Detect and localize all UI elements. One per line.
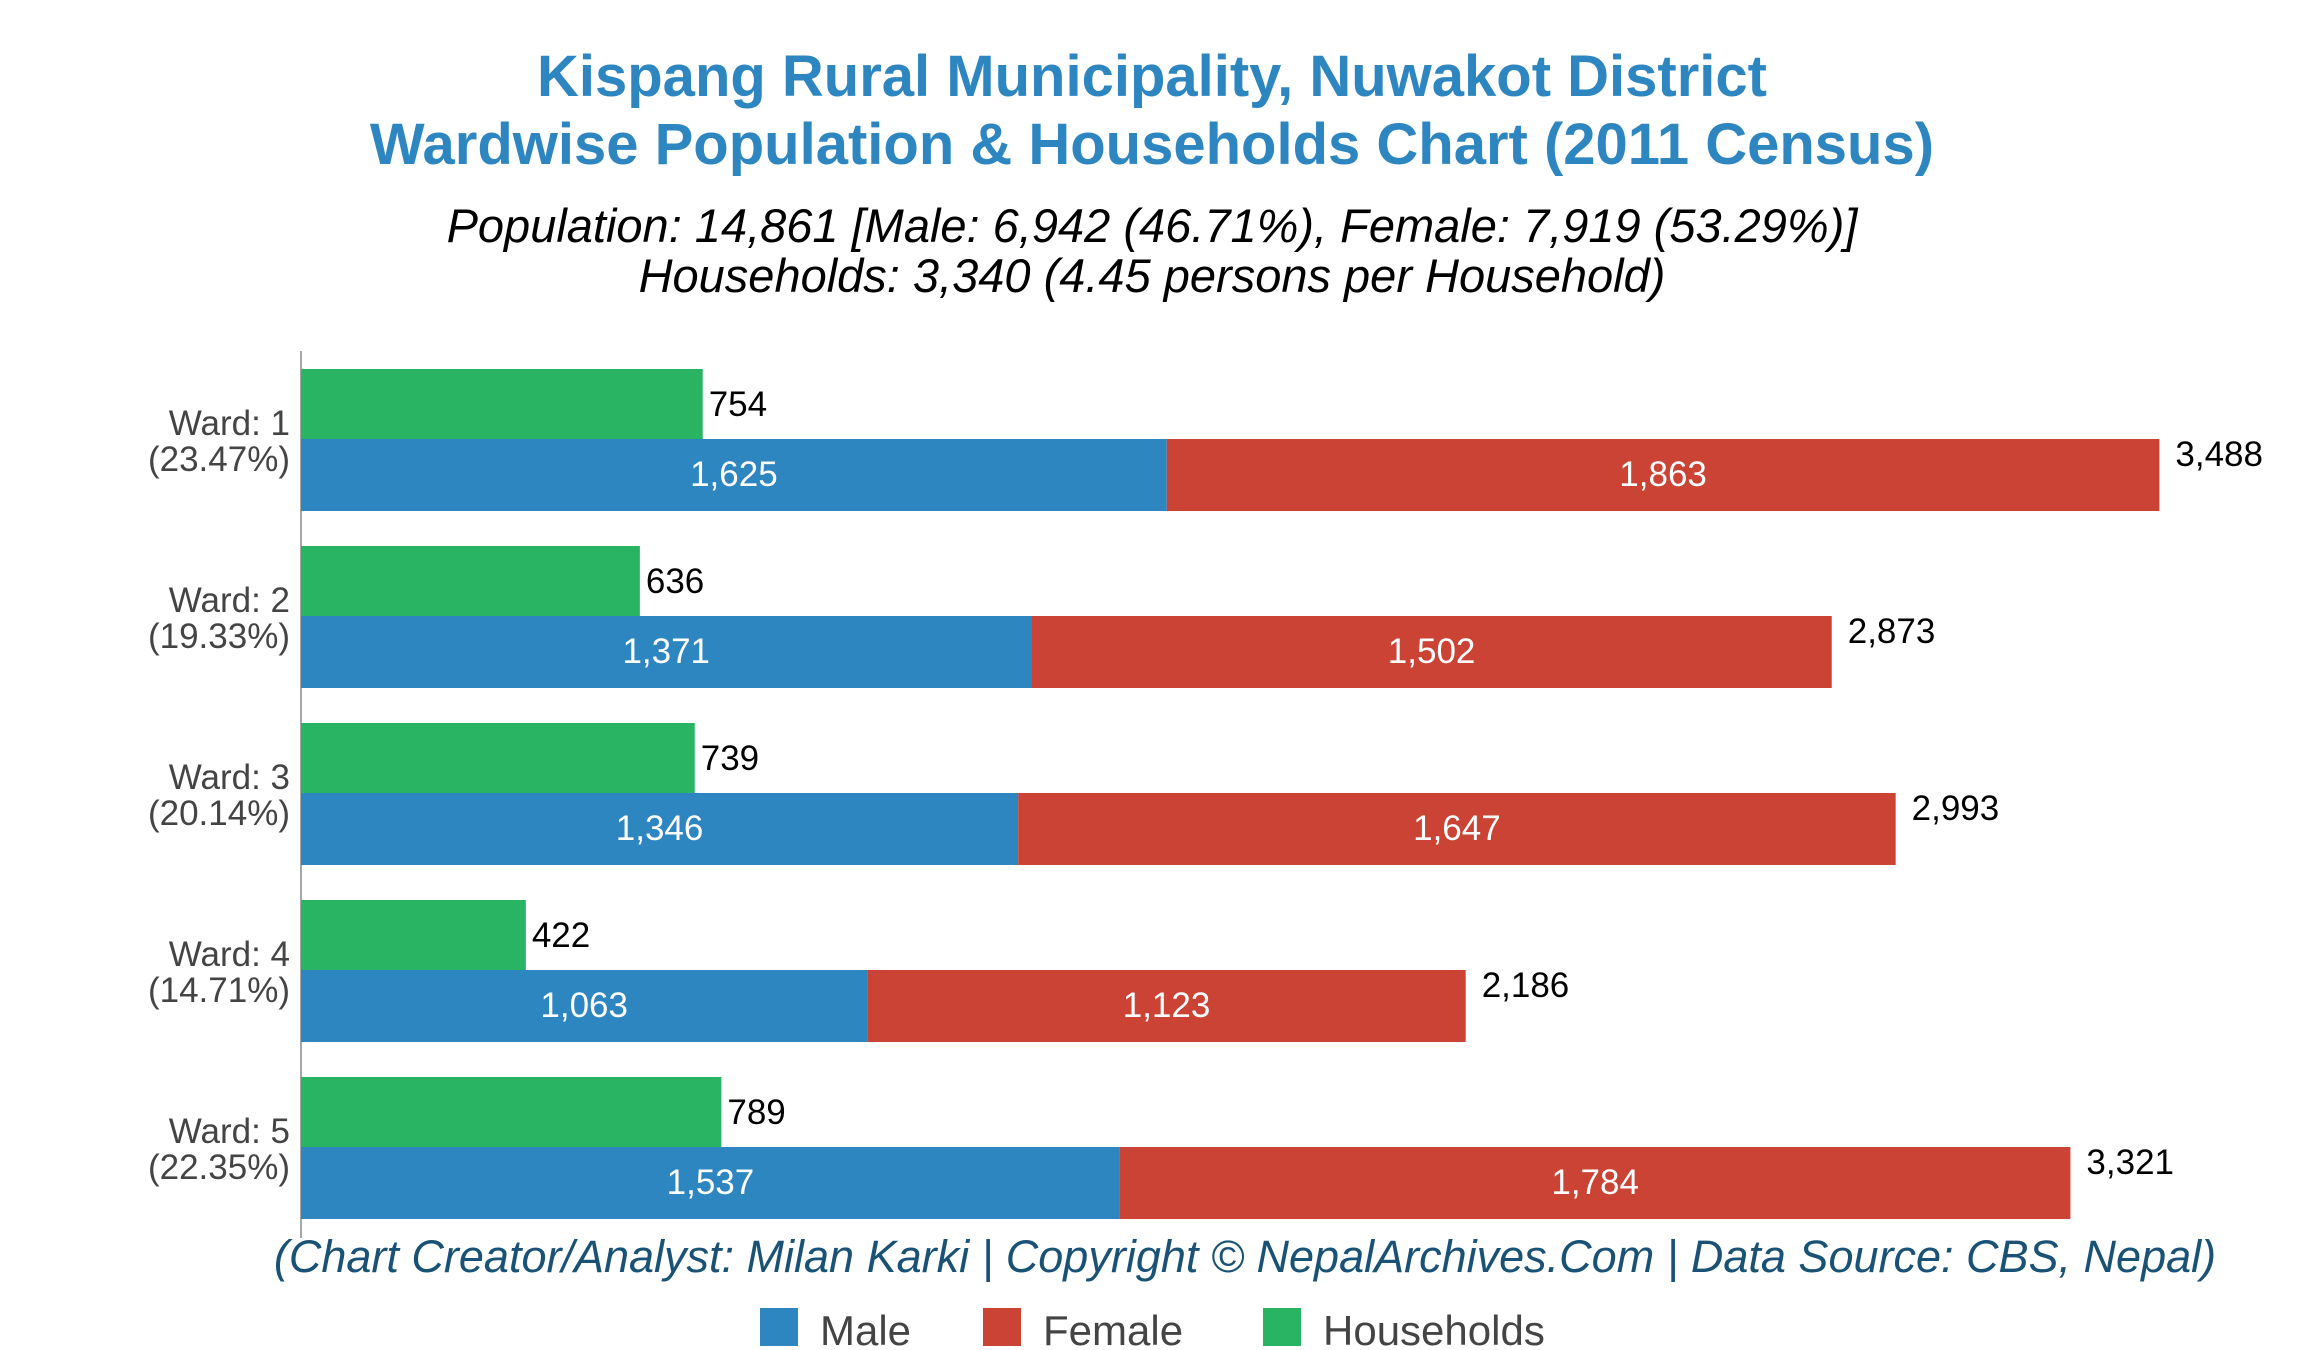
total-value-label: 2,873 — [1848, 612, 1936, 651]
households-bar — [301, 1077, 722, 1147]
female-bar — [1018, 793, 1896, 865]
households-bar — [301, 546, 640, 616]
male-bar — [301, 970, 868, 1042]
legend-label: Households — [1323, 1307, 1545, 1350]
female-bar — [1119, 1147, 2071, 1219]
female-value-label: 1,647 — [1413, 809, 1501, 848]
male-bar — [301, 616, 1032, 688]
female-bar — [1166, 439, 2160, 511]
male-value-label: 1,371 — [622, 632, 710, 671]
male-value-label: 1,625 — [690, 455, 778, 494]
legend-swatch — [760, 1308, 798, 1346]
households-value-label: 422 — [532, 916, 590, 955]
footer-credit: (Chart Creator/Analyst: Milan Karki | Co… — [274, 1231, 2216, 1282]
male-value-label: 1,537 — [667, 1163, 755, 1202]
legend-swatch — [983, 1308, 1021, 1346]
legend-label: Female — [1043, 1307, 1183, 1350]
female-bar — [867, 970, 1466, 1042]
female-value-label: 1,123 — [1123, 986, 1211, 1025]
chart-subtitle-line-1: Population: 14,861 [Male: 6,942 (46.71%)… — [447, 199, 1859, 252]
legend: Male Female Households — [760, 1307, 1545, 1350]
male-value-label: 1,346 — [616, 809, 704, 848]
ward-label: Ward: 3 — [169, 758, 290, 797]
ward-label: Ward: 2 — [169, 581, 290, 620]
ward-share-label: (22.35%) — [148, 1148, 290, 1187]
total-value-label: 2,993 — [1912, 789, 2000, 828]
legend-swatch — [1263, 1308, 1301, 1346]
households-bar — [301, 369, 703, 439]
ward-share-label: (20.14%) — [148, 794, 290, 833]
households-bar — [301, 900, 526, 970]
households-value-label: 789 — [727, 1093, 785, 1132]
ward-share-label: (23.47%) — [148, 440, 290, 479]
ward-share-label: (19.33%) — [148, 617, 290, 656]
ward-label: Ward: 1 — [169, 404, 290, 443]
households-bar — [301, 723, 695, 793]
ward-label: Ward: 5 — [169, 1112, 290, 1151]
ward-label: Ward: 4 — [169, 935, 290, 974]
ward-share-label: (14.71%) — [148, 971, 290, 1010]
male-bar — [301, 793, 1019, 865]
households-value-label: 739 — [701, 739, 759, 778]
chart-title-line-2: Wardwise Population & Households Chart (… — [370, 112, 1934, 177]
female-value-label: 1,863 — [1619, 455, 1707, 494]
female-bar — [1031, 616, 1832, 688]
male-bar — [301, 439, 1167, 511]
households-value-label: 636 — [646, 562, 704, 601]
legend-label: Male — [820, 1307, 911, 1350]
female-value-label: 1,784 — [1551, 1163, 1639, 1202]
total-value-label: 3,321 — [2086, 1143, 2174, 1182]
total-value-label: 2,186 — [1482, 966, 1570, 1005]
chart-subtitle-line-2: Households: 3,340 (4.45 persons per Hous… — [639, 249, 1666, 302]
female-value-label: 1,502 — [1388, 632, 1476, 671]
households-value-label: 754 — [709, 385, 767, 424]
male-bar — [301, 1147, 1120, 1219]
chart-title-line-1: Kispang Rural Municipality, Nuwakot Dist… — [537, 44, 1767, 109]
male-value-label: 1,063 — [540, 986, 628, 1025]
total-value-label: 3,488 — [2175, 435, 2263, 474]
